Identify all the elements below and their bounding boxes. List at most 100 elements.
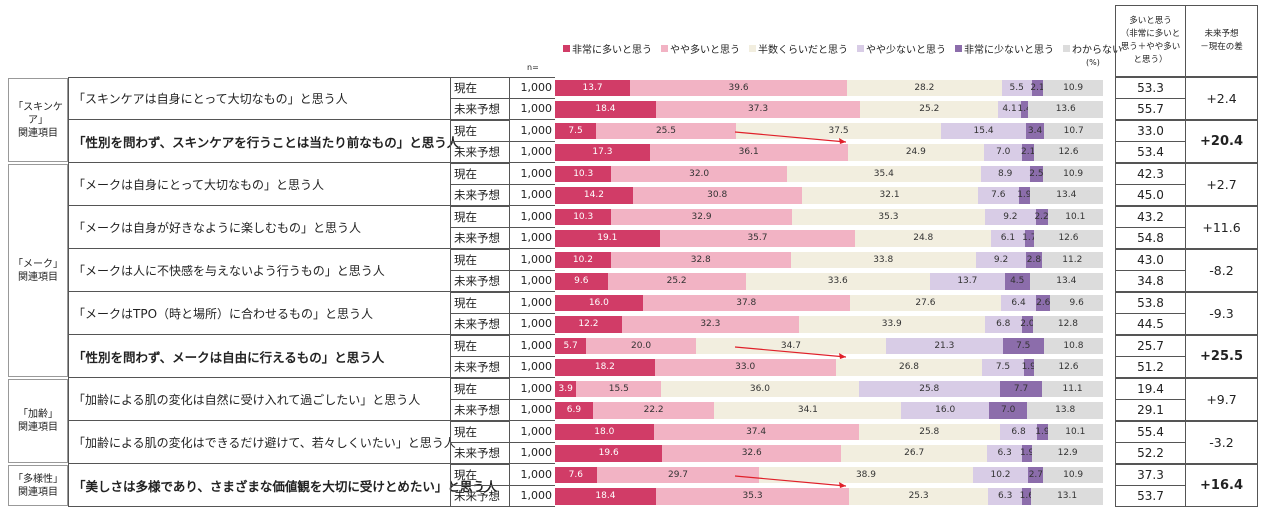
item-label: 「性別を問わず、メークは自由に行えるもの」と思う人	[68, 335, 450, 378]
bar-label: 33.6	[827, 276, 848, 287]
bar-segment: 28.2	[847, 79, 1002, 96]
bar-segment: 16.0	[555, 294, 643, 311]
bar-segment: 35.4	[786, 165, 981, 182]
bar-label: 9.2	[993, 254, 1009, 265]
legend-label: やや多いと思う	[670, 45, 740, 56]
bar-segment: 7.6	[555, 466, 597, 483]
bar-segment: 13.4	[1029, 187, 1103, 204]
bar-segment: 36.1	[649, 144, 848, 161]
bar-segment: 18.4	[555, 488, 656, 505]
n-value: 1,000	[510, 142, 555, 163]
bar-label: 12.6	[1058, 233, 1079, 244]
bar-segment: 2.0	[1020, 316, 1035, 333]
sum: 53.4	[1115, 141, 1186, 163]
sum: 52.2	[1115, 442, 1186, 464]
bar-label: 2.8	[1026, 254, 1042, 265]
bar-segment: 10.2	[972, 466, 1029, 483]
bar-label: 7.5	[1016, 340, 1031, 351]
sum: 33.0	[1115, 120, 1186, 142]
row-label: 現在	[450, 464, 510, 486]
diff: +2.4	[1185, 77, 1258, 120]
n-value: 1,000	[510, 292, 555, 314]
diff: +2.7	[1185, 163, 1258, 206]
row-label: 未来予想	[450, 399, 510, 421]
bar-segment: 7.6	[977, 187, 1020, 204]
bar-label: 1.9	[1017, 190, 1032, 201]
table-top	[68, 77, 555, 78]
bar-segment: 32.9	[611, 208, 792, 225]
bar-label: 13.4	[1056, 276, 1077, 287]
item-label: 「メークは自身が好きなように楽しむもの」と思う人	[68, 206, 450, 249]
bar-label: 13.8	[1055, 405, 1076, 416]
bar-label: 32.3	[700, 319, 721, 330]
bar-segment: 29.7	[596, 466, 760, 483]
row-label: 現在	[450, 120, 510, 142]
bar-label: 25.8	[919, 383, 940, 394]
bar-label: 2.2	[1034, 211, 1049, 222]
bar-label: 30.8	[707, 190, 728, 201]
bar-segment: 34.1	[714, 402, 902, 419]
bar-segment: 25.8	[858, 380, 1000, 397]
bar-segment: 36.0	[661, 380, 859, 397]
bar-label: 36.1	[738, 147, 759, 158]
sum-header: 多いと思う （非常に多いと 思う＋やや多い と思う）	[1115, 5, 1186, 77]
legend-item: 非常に多いと思う	[563, 41, 652, 56]
bar-segment: 24.9	[847, 144, 985, 161]
bar-segment: 22.2	[592, 402, 715, 419]
legend-item: わからない	[1063, 41, 1122, 56]
bar-segment: 21.3	[885, 337, 1003, 354]
row-label: 未来予想	[450, 227, 510, 249]
bar-label: 14.2	[583, 190, 604, 201]
bar-label: 6.8	[996, 319, 1011, 330]
bar-segment: 19.6	[555, 445, 663, 462]
bar-label: 1.7	[1022, 233, 1037, 244]
n-label: n=	[527, 63, 539, 72]
bar-label: 10.2	[990, 469, 1011, 480]
bar-label: 11.2	[1062, 254, 1083, 265]
bar-segment: 26.7	[841, 445, 988, 462]
bar-label: 6.1	[1000, 233, 1016, 244]
sum: 42.3	[1115, 163, 1186, 185]
bar-label: 32.8	[690, 254, 711, 265]
row-label: 現在	[450, 378, 510, 400]
sum: 34.8	[1115, 270, 1186, 292]
bar-label: 12.6	[1058, 362, 1079, 373]
bar-label: 3.9	[558, 383, 573, 394]
bar-segment: 38.9	[759, 466, 973, 483]
n-value: 1,000	[510, 378, 555, 400]
row-label: 未来予想	[450, 485, 510, 507]
bar-segment: 10.9	[1043, 79, 1103, 96]
bar-label: 32.0	[689, 168, 710, 179]
bar-segment: 11.1	[1042, 380, 1103, 397]
legend-swatch	[749, 45, 756, 52]
bar-segment: 7.5	[982, 359, 1024, 376]
bar-segment: 2.1	[1021, 144, 1035, 161]
legend-label: 非常に少ないと思う	[964, 45, 1054, 56]
bar-label: 34.1	[797, 405, 818, 416]
item-label: 「加齢による肌の変化はできるだけ避けて、若々しくいたい」と思う人	[68, 421, 456, 464]
bar-segment: 10.1	[1047, 423, 1103, 440]
bar-segment: 7.0	[989, 402, 1028, 419]
bar-label: 18.4	[595, 104, 616, 115]
bar-segment: 2.2	[1034, 208, 1049, 225]
bar-label: 10.9	[1063, 82, 1084, 93]
bar-segment: 25.2	[860, 101, 999, 118]
bar-label: 15.4	[973, 125, 994, 136]
bar-segment: 32.0	[611, 165, 787, 182]
bar-label: 36.0	[749, 383, 770, 394]
row-label: 未来予想	[450, 270, 510, 292]
bar-segment: 10.3	[555, 165, 612, 182]
legend: 非常に多いと思う やや多いと思う 半数くらいだと思う やや少ないと思う 非常に少ないと思…	[563, 41, 1122, 56]
bar-label: 32.6	[741, 448, 762, 459]
bar-segment: 3.9	[555, 380, 577, 397]
bar-label: 35.3	[742, 491, 763, 502]
bar-segment: 25.8	[858, 423, 1000, 440]
bar-label: 18.0	[594, 426, 615, 437]
bar-segment: 37.5	[735, 122, 942, 139]
bar-segment: 6.1	[991, 230, 1025, 247]
bar-segment: 9.2	[985, 208, 1036, 225]
n-value: 1,000	[510, 464, 555, 486]
bar-segment: 33.8	[790, 251, 976, 268]
bar-label: 13.7	[957, 276, 978, 287]
bar-segment: 27.6	[849, 294, 1002, 311]
